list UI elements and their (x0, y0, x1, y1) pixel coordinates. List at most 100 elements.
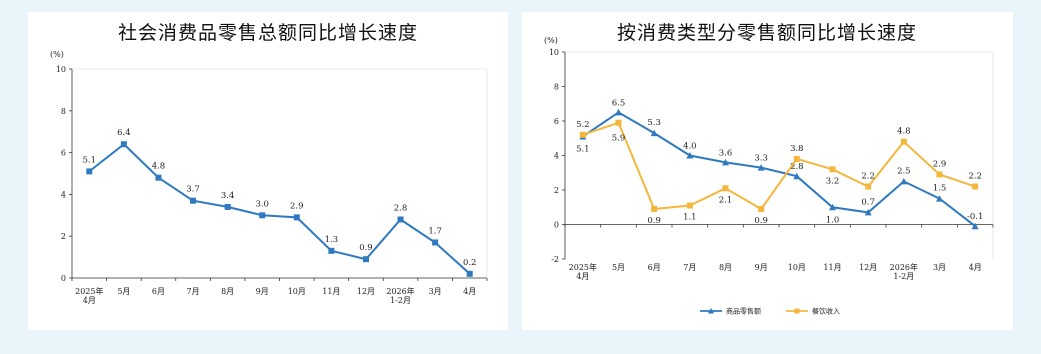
series-line (88, 142, 471, 275)
data-point (864, 208, 872, 216)
data-point (686, 202, 693, 209)
data-point (397, 216, 404, 223)
data-label: 1.1 (683, 213, 697, 223)
y-tick-label: 6 (61, 149, 66, 158)
x-tick-label: 8月 (719, 263, 732, 272)
chart-title: 社会消费品零售总额同比增长速度 (118, 22, 418, 44)
x-tick-label: 4月 (969, 263, 982, 272)
data-point (259, 212, 266, 219)
y-tick-label: 4 (61, 190, 66, 199)
x-tick-label: 2025年 (75, 286, 103, 296)
legend-label: 餐饮收入 (812, 307, 840, 316)
data-label: 3.8 (790, 144, 804, 154)
data-label: 6.4 (117, 128, 131, 138)
data-point (793, 155, 800, 162)
data-point (900, 177, 908, 185)
data-label: 5.1 (83, 155, 97, 165)
data-point (650, 129, 658, 137)
x-tick-label: 9月 (256, 287, 269, 296)
x-tick-label: 4月 (463, 287, 476, 296)
data-point (793, 172, 801, 180)
data-label: 2.5 (897, 166, 911, 176)
x-tick-label: 1-2月 (390, 296, 411, 305)
data-point (722, 158, 729, 166)
y-tick-label: 2 (61, 232, 66, 241)
data-label: 0.7 (861, 197, 875, 207)
legend-marker (794, 308, 800, 314)
y-tick-label: 8 (554, 83, 559, 92)
x-tick-label: 2025年 (569, 262, 597, 272)
y-tick-label: 4 (554, 152, 559, 161)
x-tick-label: 3月 (933, 263, 946, 272)
chart-title: 按消费类型分零售额同比增长速度 (617, 22, 917, 44)
y-tick-label: 0 (61, 274, 66, 283)
data-point (757, 164, 765, 171)
data-label: 2.2 (968, 172, 982, 182)
data-point (829, 203, 836, 211)
data-point (865, 183, 872, 190)
data-point (936, 195, 943, 202)
y-tick-label: 2 (554, 186, 559, 195)
data-point (86, 168, 93, 175)
x-tick-label: 10月 (288, 287, 306, 296)
data-label: 3.6 (719, 148, 733, 158)
x-tick-label: 5月 (117, 287, 130, 296)
data-label: 5.3 (647, 118, 661, 128)
data-point (722, 185, 729, 192)
legend-marker (708, 308, 714, 314)
y-tick-label: -2 (551, 255, 559, 264)
legend-label: 商品零售额 (726, 307, 761, 316)
data-label: 4.8 (152, 162, 166, 172)
y-tick-label: 10 (56, 65, 66, 74)
data-point (579, 131, 586, 138)
data-point (758, 205, 765, 212)
data-label: 3.2 (826, 176, 840, 186)
data-point (829, 166, 836, 173)
data-point (615, 119, 622, 126)
data-label: 1.7 (428, 226, 442, 236)
x-tick-label: 12月 (859, 263, 877, 272)
data-label: 0.9 (359, 243, 373, 253)
data-label: 2.9 (933, 159, 947, 169)
data-label: 5.9 (612, 134, 626, 144)
data-label: 4.0 (683, 142, 697, 152)
data-label: 1.5 (933, 184, 947, 194)
data-point (155, 174, 162, 181)
data-point (120, 141, 127, 148)
data-label: 6.5 (612, 98, 626, 108)
data-point (224, 203, 231, 210)
y-tick-label: 0 (554, 221, 559, 230)
x-tick-label: 2026年 (386, 286, 414, 296)
data-point (362, 256, 369, 263)
x-tick-label: 3月 (429, 287, 442, 296)
x-tick-label: 1-2月 (893, 272, 914, 281)
x-tick-label: 9月 (755, 263, 768, 272)
data-label: 3.3 (754, 154, 768, 164)
x-tick-label: 6月 (648, 263, 661, 272)
x-tick-label: 7月 (683, 263, 696, 272)
x-tick-label: 4月 (576, 272, 589, 281)
data-label: 2.1 (719, 195, 733, 205)
data-label: 2.8 (394, 203, 408, 213)
data-label: 1.0 (826, 215, 840, 225)
y-tick-label: 8 (61, 107, 66, 116)
y-axis-unit: (%) (50, 50, 64, 59)
data-label: 0.9 (647, 216, 661, 226)
data-label: 3.0 (255, 199, 269, 209)
data-point (972, 183, 979, 190)
series-line (582, 111, 976, 227)
x-tick-label: 11月 (322, 287, 340, 296)
data-label: 4.8 (897, 127, 911, 137)
x-tick-label: 7月 (186, 287, 199, 296)
data-label: 2.9 (290, 201, 304, 211)
chart-panel-by-consumption-type: 按消费类型分零售额同比增长速度 (%) -2 0 2 4 6 8 10 2025年 4月 5月 6月… (522, 12, 1013, 330)
data-label: 5.1 (576, 145, 590, 155)
data-point (686, 152, 694, 159)
data-label: 3.7 (186, 185, 200, 195)
data-point (328, 247, 335, 254)
data-label: 0.9 (754, 216, 768, 226)
x-tick-label: 11月 (823, 263, 841, 272)
data-point (432, 239, 439, 246)
data-label: 5.2 (576, 120, 590, 130)
x-tick-label: 2026年 (890, 262, 918, 272)
